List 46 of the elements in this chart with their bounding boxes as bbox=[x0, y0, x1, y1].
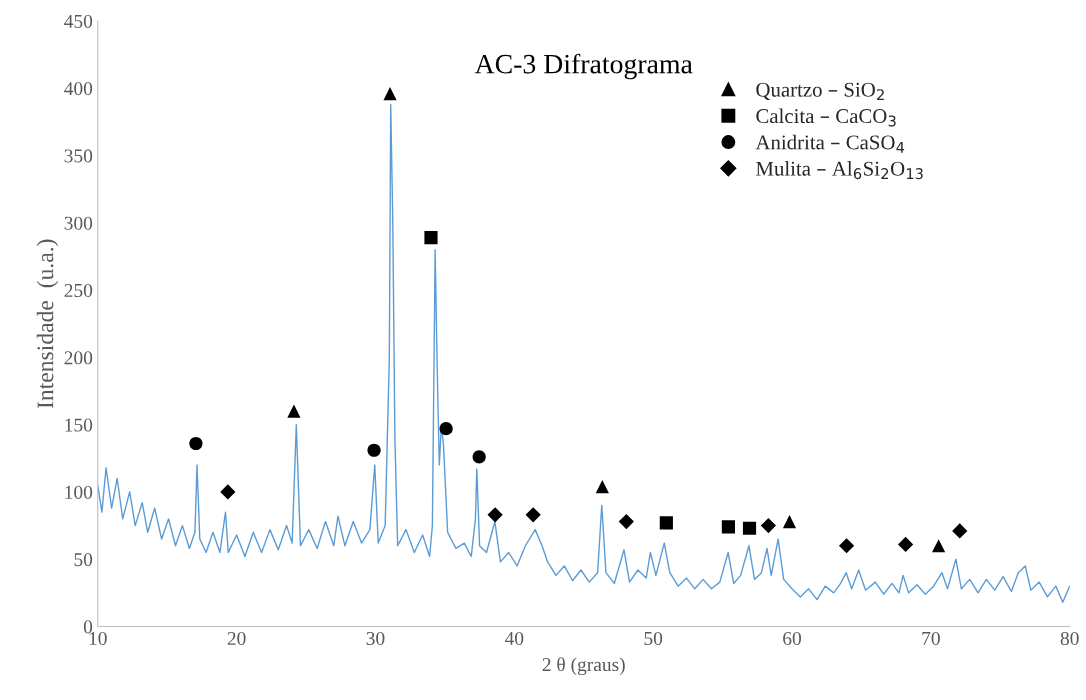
legend-label: Quartzo – SiO$_{2}$ bbox=[756, 82, 884, 100]
point bbox=[782, 514, 797, 529]
x-tick-label: 70 bbox=[922, 631, 940, 646]
line-series bbox=[97, 103, 1070, 603]
y-tick-label: 150 bbox=[65, 418, 93, 432]
point bbox=[932, 539, 946, 553]
y-tick-label: 200 bbox=[64, 351, 93, 365]
point bbox=[472, 450, 486, 464]
point bbox=[383, 87, 397, 101]
point bbox=[525, 507, 541, 523]
y-tick-label: 0 bbox=[83, 620, 93, 634]
y-tick-label: 250 bbox=[64, 283, 93, 298]
point bbox=[952, 523, 968, 539]
legend-label: Anidrita – CaSO$_{4}$ bbox=[755, 134, 905, 153]
text: AC-3 Difratograma bbox=[474, 53, 693, 80]
point bbox=[439, 422, 453, 436]
point bbox=[659, 516, 673, 530]
point bbox=[760, 517, 777, 534]
point bbox=[367, 443, 381, 457]
x-tick-label: 30 bbox=[366, 631, 385, 646]
y-tick-label: 400 bbox=[64, 82, 93, 96]
point bbox=[838, 538, 855, 554]
y-tick-label: 350 bbox=[64, 149, 93, 163]
y-axis-title: Intensidade (u.a.) bbox=[36, 239, 59, 409]
point bbox=[618, 513, 634, 530]
legend-label: Mulita – Al$_{6}$Si$_{2}$O$_{13}$ bbox=[756, 161, 923, 180]
point bbox=[721, 520, 735, 534]
point bbox=[487, 507, 503, 523]
y-tick-label: 50 bbox=[74, 553, 93, 567]
x-tick-label: 20 bbox=[227, 631, 246, 646]
y-tick-label: 450 bbox=[64, 14, 93, 28]
point bbox=[742, 521, 757, 535]
point bbox=[220, 484, 236, 500]
point bbox=[595, 479, 609, 494]
x-tick-label: 50 bbox=[644, 631, 663, 646]
x-tick-label: 40 bbox=[504, 631, 524, 646]
point bbox=[189, 436, 203, 451]
legend-label: Calcita – CaCO$_{3}$ bbox=[756, 108, 896, 127]
x-tick-label: 80 bbox=[1060, 631, 1079, 646]
x-tick-label: 60 bbox=[783, 631, 801, 646]
point bbox=[287, 404, 301, 418]
x-axis-title: 2 θ (graus) bbox=[542, 657, 625, 676]
y-tick-label: 100 bbox=[65, 485, 93, 499]
point bbox=[424, 231, 438, 245]
y-tick-label: 300 bbox=[64, 216, 93, 230]
point bbox=[897, 536, 914, 553]
